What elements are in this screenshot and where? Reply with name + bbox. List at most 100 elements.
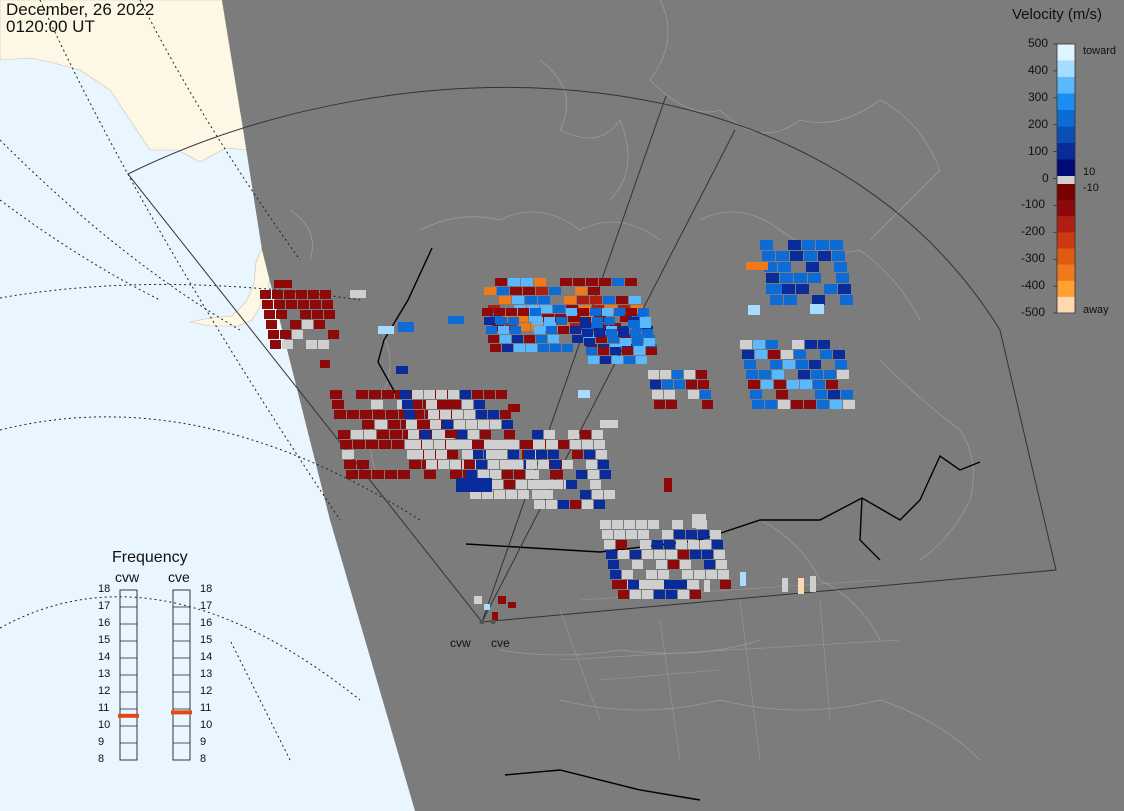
scatter-cell xyxy=(648,370,659,379)
scatter-cell xyxy=(498,326,509,334)
scatter-cell xyxy=(646,347,657,355)
scatter-cell xyxy=(612,278,624,286)
scatter-cell xyxy=(624,520,635,529)
scatter-cell xyxy=(482,308,493,316)
scatter-cell xyxy=(553,305,565,313)
scatter-cell xyxy=(712,540,723,549)
scatter-cell xyxy=(300,310,311,319)
colorbar-segment-away xyxy=(1057,280,1075,298)
scatter-cell xyxy=(694,570,705,579)
scatter-cell xyxy=(488,460,499,469)
scatter-cell xyxy=(446,450,458,459)
scatter-cell xyxy=(788,240,801,250)
scatter-cell xyxy=(450,460,461,469)
scatter-cell xyxy=(504,480,515,489)
scatter-cell xyxy=(802,240,815,250)
scatter-cell xyxy=(612,520,623,529)
scatter-cell xyxy=(590,480,601,489)
scatter-cell xyxy=(676,540,687,549)
scatter-cell xyxy=(586,278,598,286)
scatter-cell xyxy=(522,440,533,449)
scatter-cell xyxy=(466,420,477,429)
scatter-cell xyxy=(274,280,292,288)
colorbar-segment-away xyxy=(1057,296,1075,314)
scatter-cell xyxy=(558,326,569,334)
scatter-cell xyxy=(598,460,609,469)
scatter-cell xyxy=(498,596,506,604)
scatter-cell xyxy=(508,404,520,412)
scatter-cell xyxy=(514,470,525,479)
scatter-cell xyxy=(672,370,683,379)
scatter-cell xyxy=(815,390,827,399)
scatter-cell xyxy=(356,390,368,399)
scatter-cell xyxy=(836,273,849,283)
scatter-cell xyxy=(409,460,421,469)
scatter-cell xyxy=(810,304,824,314)
scatter-cell xyxy=(841,390,853,399)
scatter-cell xyxy=(448,390,459,399)
scatter-cell xyxy=(490,344,501,352)
colorbar-segment-away xyxy=(1057,248,1075,266)
scatter-cell xyxy=(776,390,788,399)
scatter-cell xyxy=(530,308,541,316)
scatter-cell xyxy=(570,440,581,449)
scatter-cell xyxy=(698,380,709,389)
scatter-cell xyxy=(560,278,572,286)
scatter-cell xyxy=(740,572,746,586)
scatter-cell xyxy=(470,490,481,499)
scatter-cell xyxy=(820,350,832,359)
colorbar-segment-toward xyxy=(1057,159,1075,177)
scatter-cell xyxy=(379,440,391,449)
scatter-cell xyxy=(262,300,273,309)
scatter-cell xyxy=(628,320,639,328)
scatter-cell xyxy=(552,480,563,489)
scatter-cell xyxy=(364,430,376,439)
scatter-cell xyxy=(575,287,587,295)
scatter-cell xyxy=(700,540,711,549)
scatter-cell xyxy=(504,430,515,439)
scatter-cell xyxy=(548,335,559,343)
scatter-cell xyxy=(838,284,851,294)
frequency-radar-label-cve: cve xyxy=(168,569,190,585)
scatter-cell xyxy=(525,296,537,304)
scatter-cell xyxy=(456,430,467,439)
frequency-tick-label-right: 16 xyxy=(200,617,213,629)
scatter-cell xyxy=(668,560,679,569)
scatter-cell xyxy=(704,580,710,592)
scatter-cell xyxy=(652,540,663,549)
scatter-cell xyxy=(492,480,503,489)
scatter-cell xyxy=(666,550,677,559)
scatter-cell xyxy=(484,317,495,325)
scatter-cell xyxy=(322,300,333,309)
scatter-cell xyxy=(528,470,539,479)
scatter-cell xyxy=(672,520,683,529)
scatter-cell xyxy=(604,490,615,499)
scatter-cell xyxy=(392,440,404,449)
scatter-cell xyxy=(552,470,563,479)
scatter-cell xyxy=(592,490,603,499)
scatter-cell xyxy=(452,410,463,419)
scatter-cell xyxy=(472,450,483,459)
scatter-cell xyxy=(662,530,673,539)
scatter-cell xyxy=(833,350,845,359)
scatter-cell xyxy=(398,470,410,479)
scatter-cell xyxy=(490,470,501,479)
colorbar-away-label: away xyxy=(1083,304,1109,316)
scatter-cell xyxy=(716,560,727,569)
scatter-cell xyxy=(590,296,602,304)
scatter-cell xyxy=(577,296,589,304)
scatter-cell xyxy=(418,420,429,429)
colorbar-tick-label: -100 xyxy=(1021,197,1046,212)
scatter-cell xyxy=(478,420,489,429)
scatter-cell xyxy=(770,295,783,305)
scatter-cell xyxy=(375,420,387,429)
scatter-cell xyxy=(813,380,825,389)
scatter-cell xyxy=(654,400,665,409)
scatter-cell xyxy=(674,530,685,539)
colorbar-toward-label: toward xyxy=(1083,45,1117,57)
scatter-cell xyxy=(260,290,271,299)
scatter-cell xyxy=(600,470,611,479)
colorbar-tick-label: 500 xyxy=(1028,36,1049,50)
scatter-cell xyxy=(410,400,422,409)
state-lines xyxy=(559,579,901,761)
